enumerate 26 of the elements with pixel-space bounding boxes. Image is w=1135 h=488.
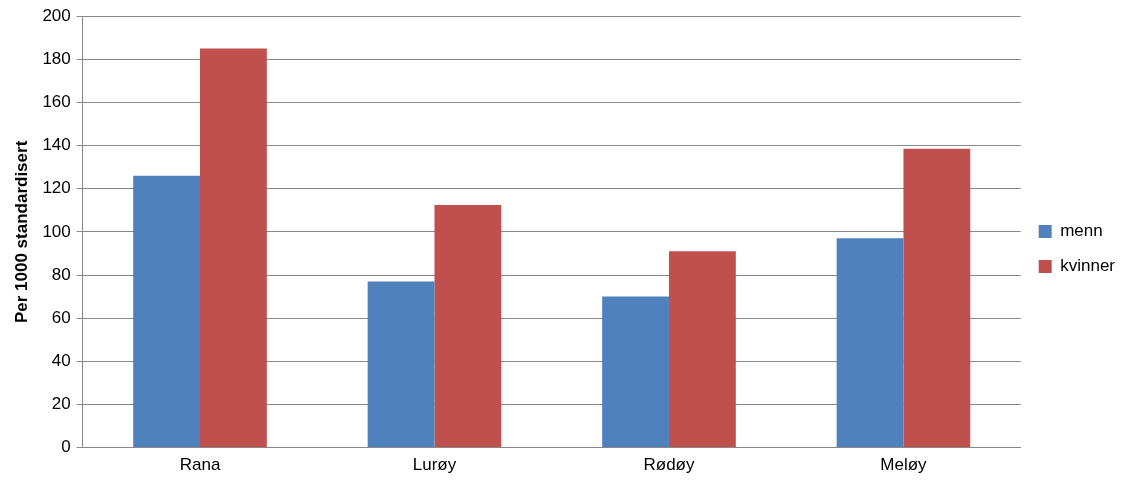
bar bbox=[367, 281, 435, 448]
legend-label: menn bbox=[1060, 221, 1103, 241]
x-tick-label: Lurøy bbox=[412, 455, 457, 475]
x-tick-label: Meløy bbox=[880, 455, 928, 475]
bar bbox=[668, 251, 736, 448]
bar bbox=[903, 148, 971, 448]
bar bbox=[602, 296, 669, 448]
x-tick-label: Rana bbox=[179, 455, 221, 475]
y-tick-label: 200 bbox=[42, 5, 71, 25]
y-tick-label: 160 bbox=[42, 92, 71, 112]
y-tick-label: 40 bbox=[51, 351, 71, 371]
y-tick-label: 180 bbox=[42, 49, 71, 69]
y-tick-label: 100 bbox=[42, 221, 71, 241]
bar bbox=[434, 204, 502, 448]
y-tick-label: 120 bbox=[42, 178, 71, 198]
y-tick-label: 140 bbox=[42, 135, 71, 155]
bar bbox=[836, 238, 904, 448]
y-axis-title: Per 1000 standardisert bbox=[11, 140, 31, 324]
y-tick-label: 60 bbox=[51, 307, 71, 327]
bar bbox=[133, 175, 201, 448]
legend-label: kvinner bbox=[1060, 256, 1116, 276]
y-tick-label: 20 bbox=[51, 394, 71, 414]
x-tick-label: Rødøy bbox=[643, 455, 695, 475]
bar bbox=[200, 48, 267, 448]
y-tick-label: 80 bbox=[51, 264, 71, 284]
y-tick-label: 0 bbox=[61, 437, 71, 457]
